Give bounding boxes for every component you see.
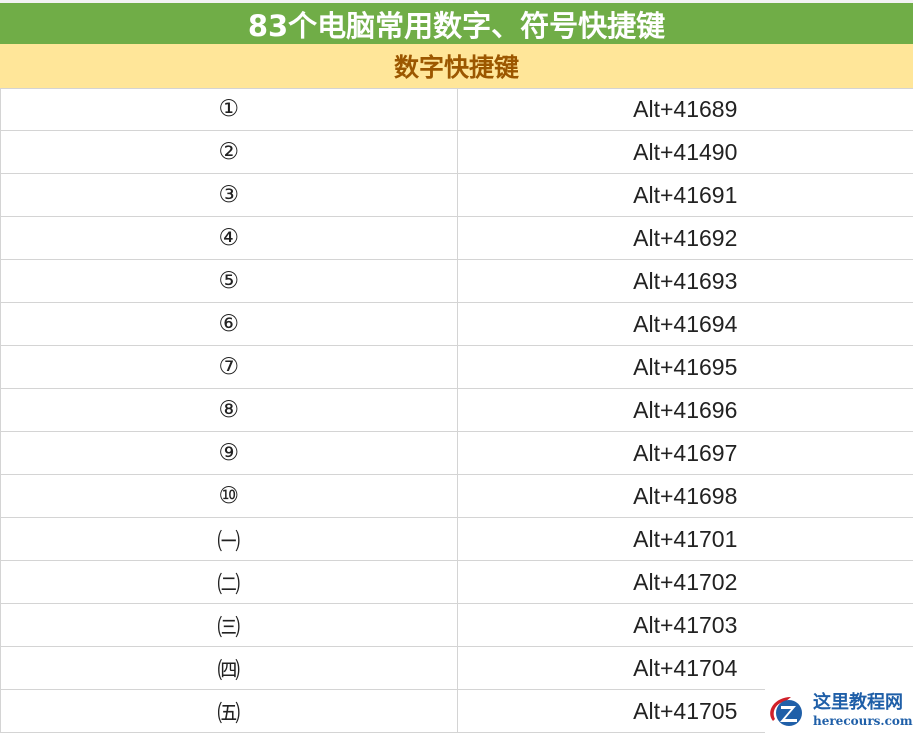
shortcut-cell[interactable]: Alt+41696 <box>633 396 738 423</box>
symbol-cell[interactable]: ㈢ <box>0 604 458 646</box>
symbol-cell[interactable]: ③ <box>0 174 458 216</box>
shortcut-cell[interactable]: Alt+41693 <box>633 267 738 294</box>
watermark-name: 这里教程网 <box>813 692 903 713</box>
page-title: 83个电脑常用数字、符号快捷键 <box>0 3 913 44</box>
shortcut-cell[interactable]: Alt+41702 <box>633 568 738 595</box>
table-row: ⑤ Alt+41693 <box>0 260 913 303</box>
symbol-cell[interactable]: ② <box>0 131 458 173</box>
table-row: ⑦ Alt+41695 <box>0 346 913 389</box>
shortcut-cell[interactable]: Alt+41490 <box>633 138 738 165</box>
section-title: 数字快捷键 <box>0 44 913 89</box>
watermark-domain: herecours.com <box>813 714 913 728</box>
symbol-cell[interactable]: ㈣ <box>0 647 458 689</box>
shortcut-cell[interactable]: Alt+41703 <box>633 611 738 638</box>
shortcut-cell[interactable]: Alt+41704 <box>633 654 738 681</box>
shortcut-cell[interactable]: Alt+41695 <box>633 353 738 380</box>
watermark-logo: 这里教程网 herecours.com <box>765 688 913 733</box>
z-logo-icon <box>765 693 809 729</box>
shortcut-cell[interactable]: Alt+41698 <box>633 482 738 509</box>
symbol-cell[interactable]: ⑦ <box>0 346 458 388</box>
symbol-cell[interactable]: ㈡ <box>0 561 458 603</box>
shortcut-cell[interactable]: Alt+41694 <box>633 310 738 337</box>
table-row: ④ Alt+41692 <box>0 217 913 260</box>
symbol-cell[interactable]: ⑨ <box>0 432 458 474</box>
symbol-cell[interactable]: ㈠ <box>0 518 458 560</box>
table-row: ② Alt+41490 <box>0 131 913 174</box>
table-row: ③ Alt+41691 <box>0 174 913 217</box>
table-row: ㈡ Alt+41702 <box>0 561 913 604</box>
shortcut-cell[interactable]: Alt+41701 <box>633 525 738 552</box>
table-row: ⑩ Alt+41698 <box>0 475 913 518</box>
table-row: ① Alt+41689 <box>0 88 913 131</box>
symbol-cell[interactable]: ⑧ <box>0 389 458 431</box>
table-row: ㈠ Alt+41701 <box>0 518 913 561</box>
table-row: ⑥ Alt+41694 <box>0 303 913 346</box>
symbol-cell[interactable]: ⑥ <box>0 303 458 345</box>
symbol-cell[interactable]: ① <box>0 88 458 130</box>
shortcut-cell[interactable]: Alt+41689 <box>633 95 738 122</box>
symbol-cell[interactable]: ⑩ <box>0 475 458 517</box>
symbol-cell[interactable]: ⑤ <box>0 260 458 302</box>
shortcut-table: ① Alt+41689 ② Alt+41490 ③ Alt+41691 ④ Alt+41692… <box>0 88 913 733</box>
shortcut-cell[interactable]: Alt+41692 <box>633 224 738 251</box>
table-row: ⑧ Alt+41696 <box>0 389 913 432</box>
symbol-cell[interactable]: ④ <box>0 217 458 259</box>
shortcut-cell[interactable]: Alt+41697 <box>633 439 738 466</box>
table-row: ⑨ Alt+41697 <box>0 432 913 475</box>
symbol-cell[interactable]: ㈤ <box>0 690 458 732</box>
shortcut-cell[interactable]: Alt+41705 <box>633 697 738 724</box>
table-row: ㈢ Alt+41703 <box>0 604 913 647</box>
shortcut-cell[interactable]: Alt+41691 <box>633 181 738 208</box>
table-row: ㈣ Alt+41704 <box>0 647 913 690</box>
